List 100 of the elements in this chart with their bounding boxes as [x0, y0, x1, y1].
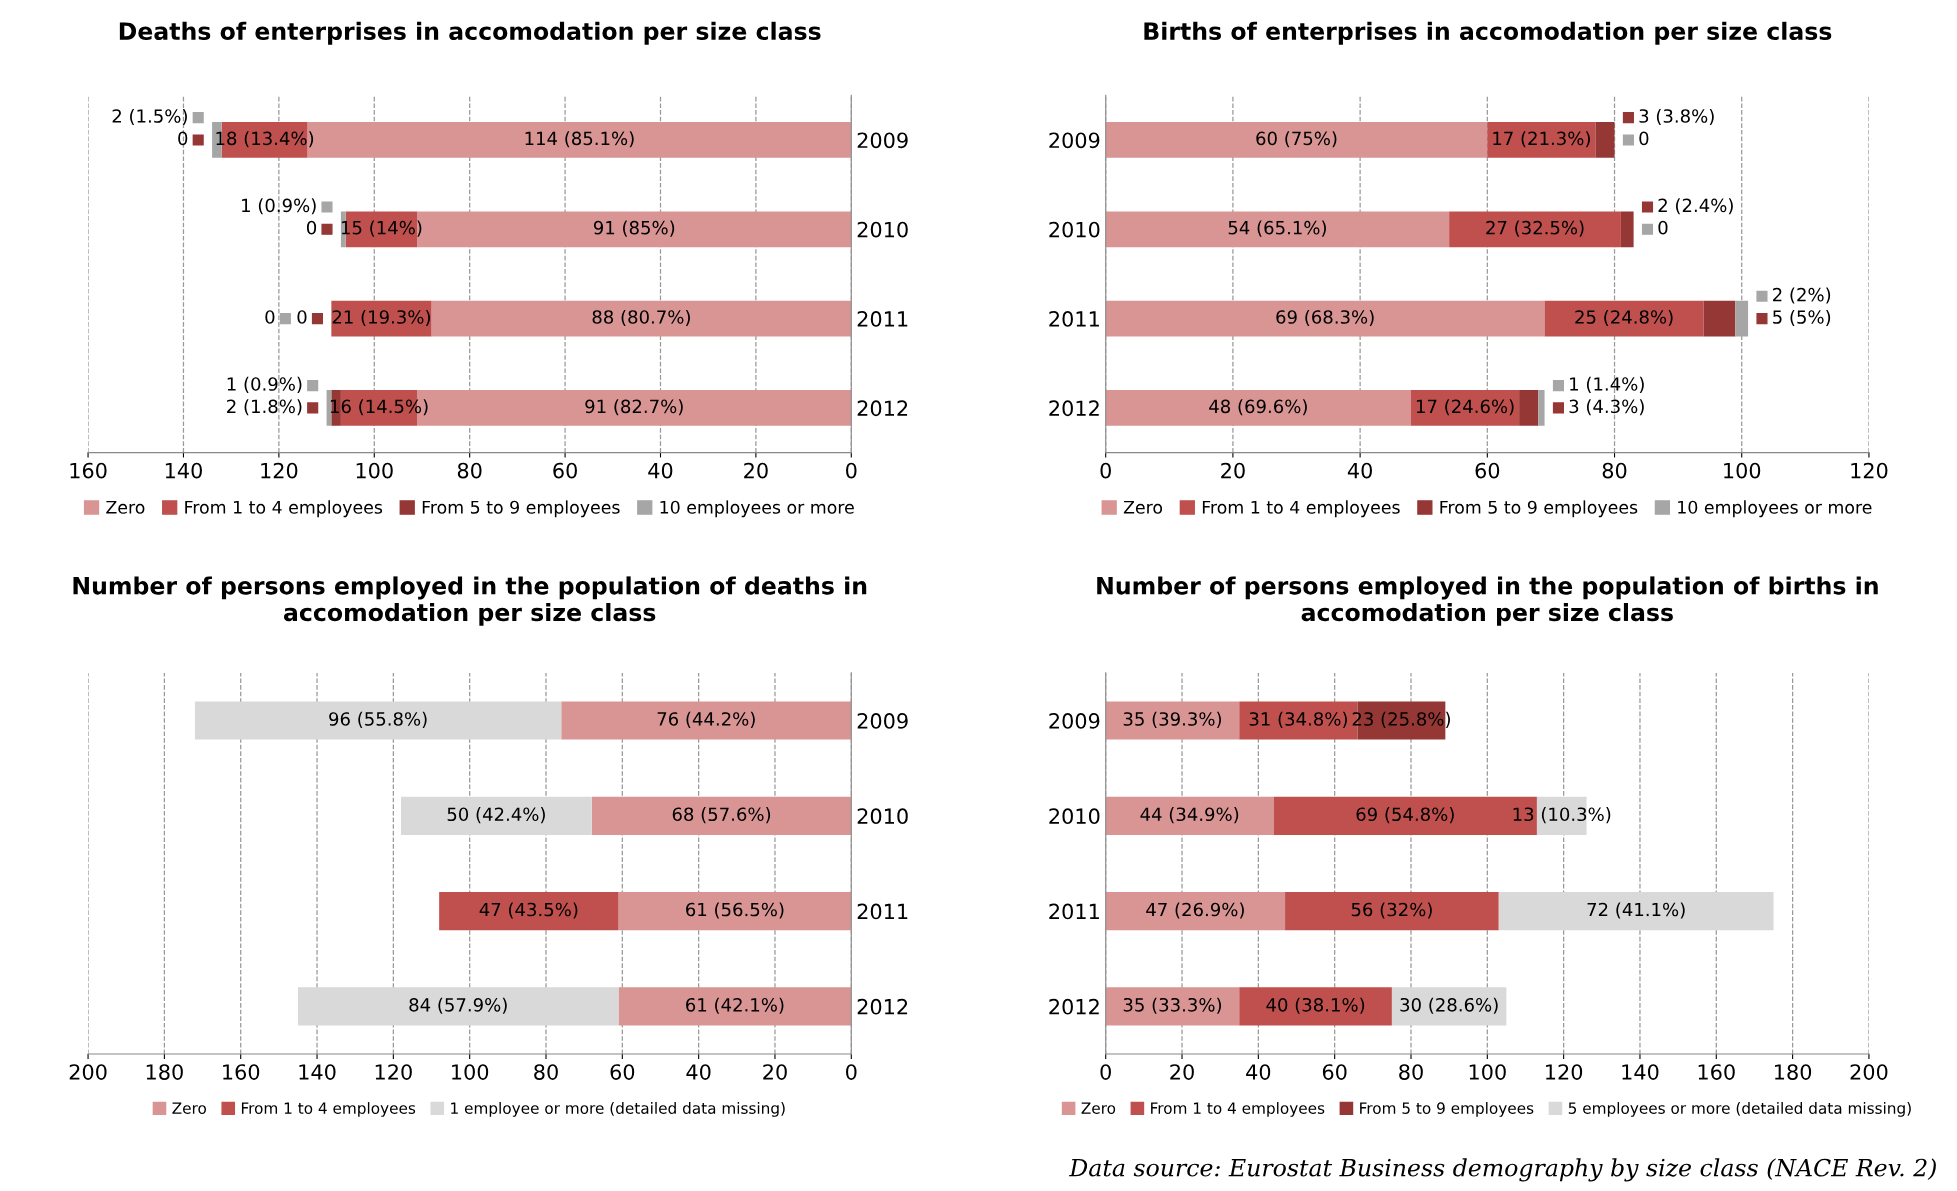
bar — [1105, 796, 1274, 835]
data-label: 0 — [1639, 131, 1649, 146]
chart-title: Number of persons employed in the population of deaths in accomodation per size class — [73, 576, 867, 626]
data-label: 0 — [265, 310, 275, 324]
legend-label: 1 employee or more (detailed data missing) — [451, 1102, 785, 1117]
x-tick-label: 180 — [1775, 1064, 1812, 1080]
y-tick-label: 2010 — [857, 221, 908, 238]
y-tick-label: 2011 — [1049, 311, 1099, 327]
data-label: 40 (38.1%) — [1266, 997, 1365, 1014]
data-label: 68 (57.6%) — [672, 807, 771, 824]
chart-title: Births of enterprises in accomodation per size class — [1144, 21, 1832, 45]
bar — [1449, 211, 1621, 248]
bar — [1105, 122, 1488, 158]
bar — [618, 987, 852, 1026]
x-tick-label: 0 — [846, 1064, 857, 1080]
y-tick-label: 2011 — [857, 311, 908, 327]
y-tick-label: 2011 — [857, 903, 908, 920]
y-tick-label: 2010 — [857, 808, 908, 825]
y-tick-label: 2012 — [857, 998, 908, 1015]
legend-label: From 1 to 4 employees — [1202, 500, 1400, 518]
x-tick-label: 60 — [1475, 462, 1500, 479]
x-tick-label: 100 — [1469, 1064, 1506, 1080]
data-label: 35 (33.3%) — [1123, 997, 1222, 1014]
bar — [1273, 796, 1537, 835]
x-tick-label: 140 — [1622, 1064, 1659, 1080]
data-label: 60 (75%) — [1256, 131, 1337, 148]
data-label: 2 (1.5%) — [112, 108, 187, 125]
x-tick-label: 20 — [1221, 462, 1245, 479]
x-tick-label: 80 — [457, 462, 482, 479]
x-tick-label: 80 — [1399, 1064, 1423, 1080]
data-label: 35 (39.3%) — [1123, 711, 1222, 728]
x-tick-label: 120 — [261, 462, 298, 479]
x-tick-label: 0 — [846, 462, 857, 479]
bar — [1595, 122, 1615, 158]
x-tick-label: 180 — [146, 1064, 183, 1080]
data-label: 13 (10.3%) — [1513, 807, 1611, 824]
data-label: 47 (43.5%) — [479, 902, 578, 919]
data-label: 3 (3.8%) — [1639, 108, 1714, 125]
bar — [1411, 390, 1520, 426]
data-label: 50 (42.4%) — [447, 807, 545, 824]
bar — [1544, 300, 1704, 337]
x-tick-label: 100 — [452, 1064, 489, 1080]
data-label: 15 (14%) — [341, 220, 422, 237]
x-tick-label: 100 — [1724, 462, 1761, 479]
x-tick-label: 100 — [356, 462, 393, 479]
data-label: 48 (69.6%) — [1209, 399, 1307, 416]
legend-label: Zero — [1081, 1102, 1116, 1114]
y-tick-label: 2009 — [857, 132, 908, 149]
data-label: 17 (24.6%) — [1416, 399, 1514, 416]
legend-label: 5 employees or more (detailed data missing) — [1568, 1102, 1911, 1117]
y-tick-label: 2012 — [1049, 400, 1099, 417]
y-tick-label: 2009 — [1049, 713, 1100, 729]
bar — [1105, 390, 1411, 426]
y-tick-label: 2011 — [1049, 903, 1099, 920]
x-tick-label: 40 — [1347, 462, 1372, 479]
data-label: 84 (57.9%) — [409, 997, 507, 1014]
x-tick-label: 0 — [1100, 1064, 1111, 1080]
bar — [1703, 300, 1736, 337]
bar — [194, 701, 562, 740]
data-label: 17 (21.3%) — [1493, 131, 1590, 148]
chart-title: Deaths of enterprises in accomodation per size class — [119, 21, 821, 45]
data-label: 47 (26.9%) — [1146, 902, 1244, 919]
data-label: 1 (0.9%) — [227, 376, 302, 393]
bar — [439, 892, 619, 931]
data-label: 44 (34.9%) — [1140, 807, 1239, 824]
bar — [1620, 211, 1634, 248]
data-label: 31 (34.8%) — [1249, 711, 1347, 728]
data-label: 27 (32.5%) — [1486, 220, 1584, 237]
data-label: 1 (1.4%) — [1570, 376, 1644, 393]
y-tick-label: 2012 — [1049, 998, 1099, 1015]
x-tick-label: 0 — [1100, 462, 1111, 479]
data-label: 56 (32%) — [1351, 902, 1432, 919]
bar — [1105, 987, 1240, 1026]
data-label: 0 — [178, 131, 188, 146]
data-label: 5 (5%) — [1773, 309, 1831, 326]
data-label: 0 — [306, 220, 317, 235]
data-label: 2 (2.4%) — [1658, 198, 1733, 215]
x-tick-label: 80 — [1602, 462, 1627, 479]
legend-label: From 1 to 4 employees — [1151, 1102, 1325, 1117]
bar — [400, 796, 592, 835]
legend-label: 10 employees or more — [660, 500, 854, 518]
data-label: 69 (68.3%) — [1276, 309, 1374, 326]
x-tick-label: 20 — [763, 1064, 787, 1080]
data-label: 3 (4.3%) — [1569, 399, 1644, 416]
x-tick-label: 40 — [648, 462, 673, 479]
data-label: 61 (56.5%) — [686, 902, 784, 919]
y-tick-label: 2009 — [1049, 132, 1100, 149]
data-label: 2 (1.8%) — [227, 399, 302, 416]
data-label: 114 (85.1%) — [525, 131, 634, 148]
data-label: 16 (14.5%) — [330, 399, 428, 416]
data-label: 76 (44.2%) — [657, 711, 755, 728]
legend-label: Zero — [172, 1102, 207, 1114]
x-tick-label: 40 — [686, 1064, 711, 1080]
data-label: 0 — [297, 310, 307, 324]
data-label: 30 (28.6%) — [1400, 997, 1498, 1014]
bar — [1391, 987, 1507, 1026]
legend-label: Zero — [1123, 500, 1163, 514]
y-tick-label: 2010 — [1049, 221, 1100, 238]
legend-label: From 1 to 4 employees — [185, 500, 383, 518]
data-label: 91 (85%) — [593, 220, 675, 237]
